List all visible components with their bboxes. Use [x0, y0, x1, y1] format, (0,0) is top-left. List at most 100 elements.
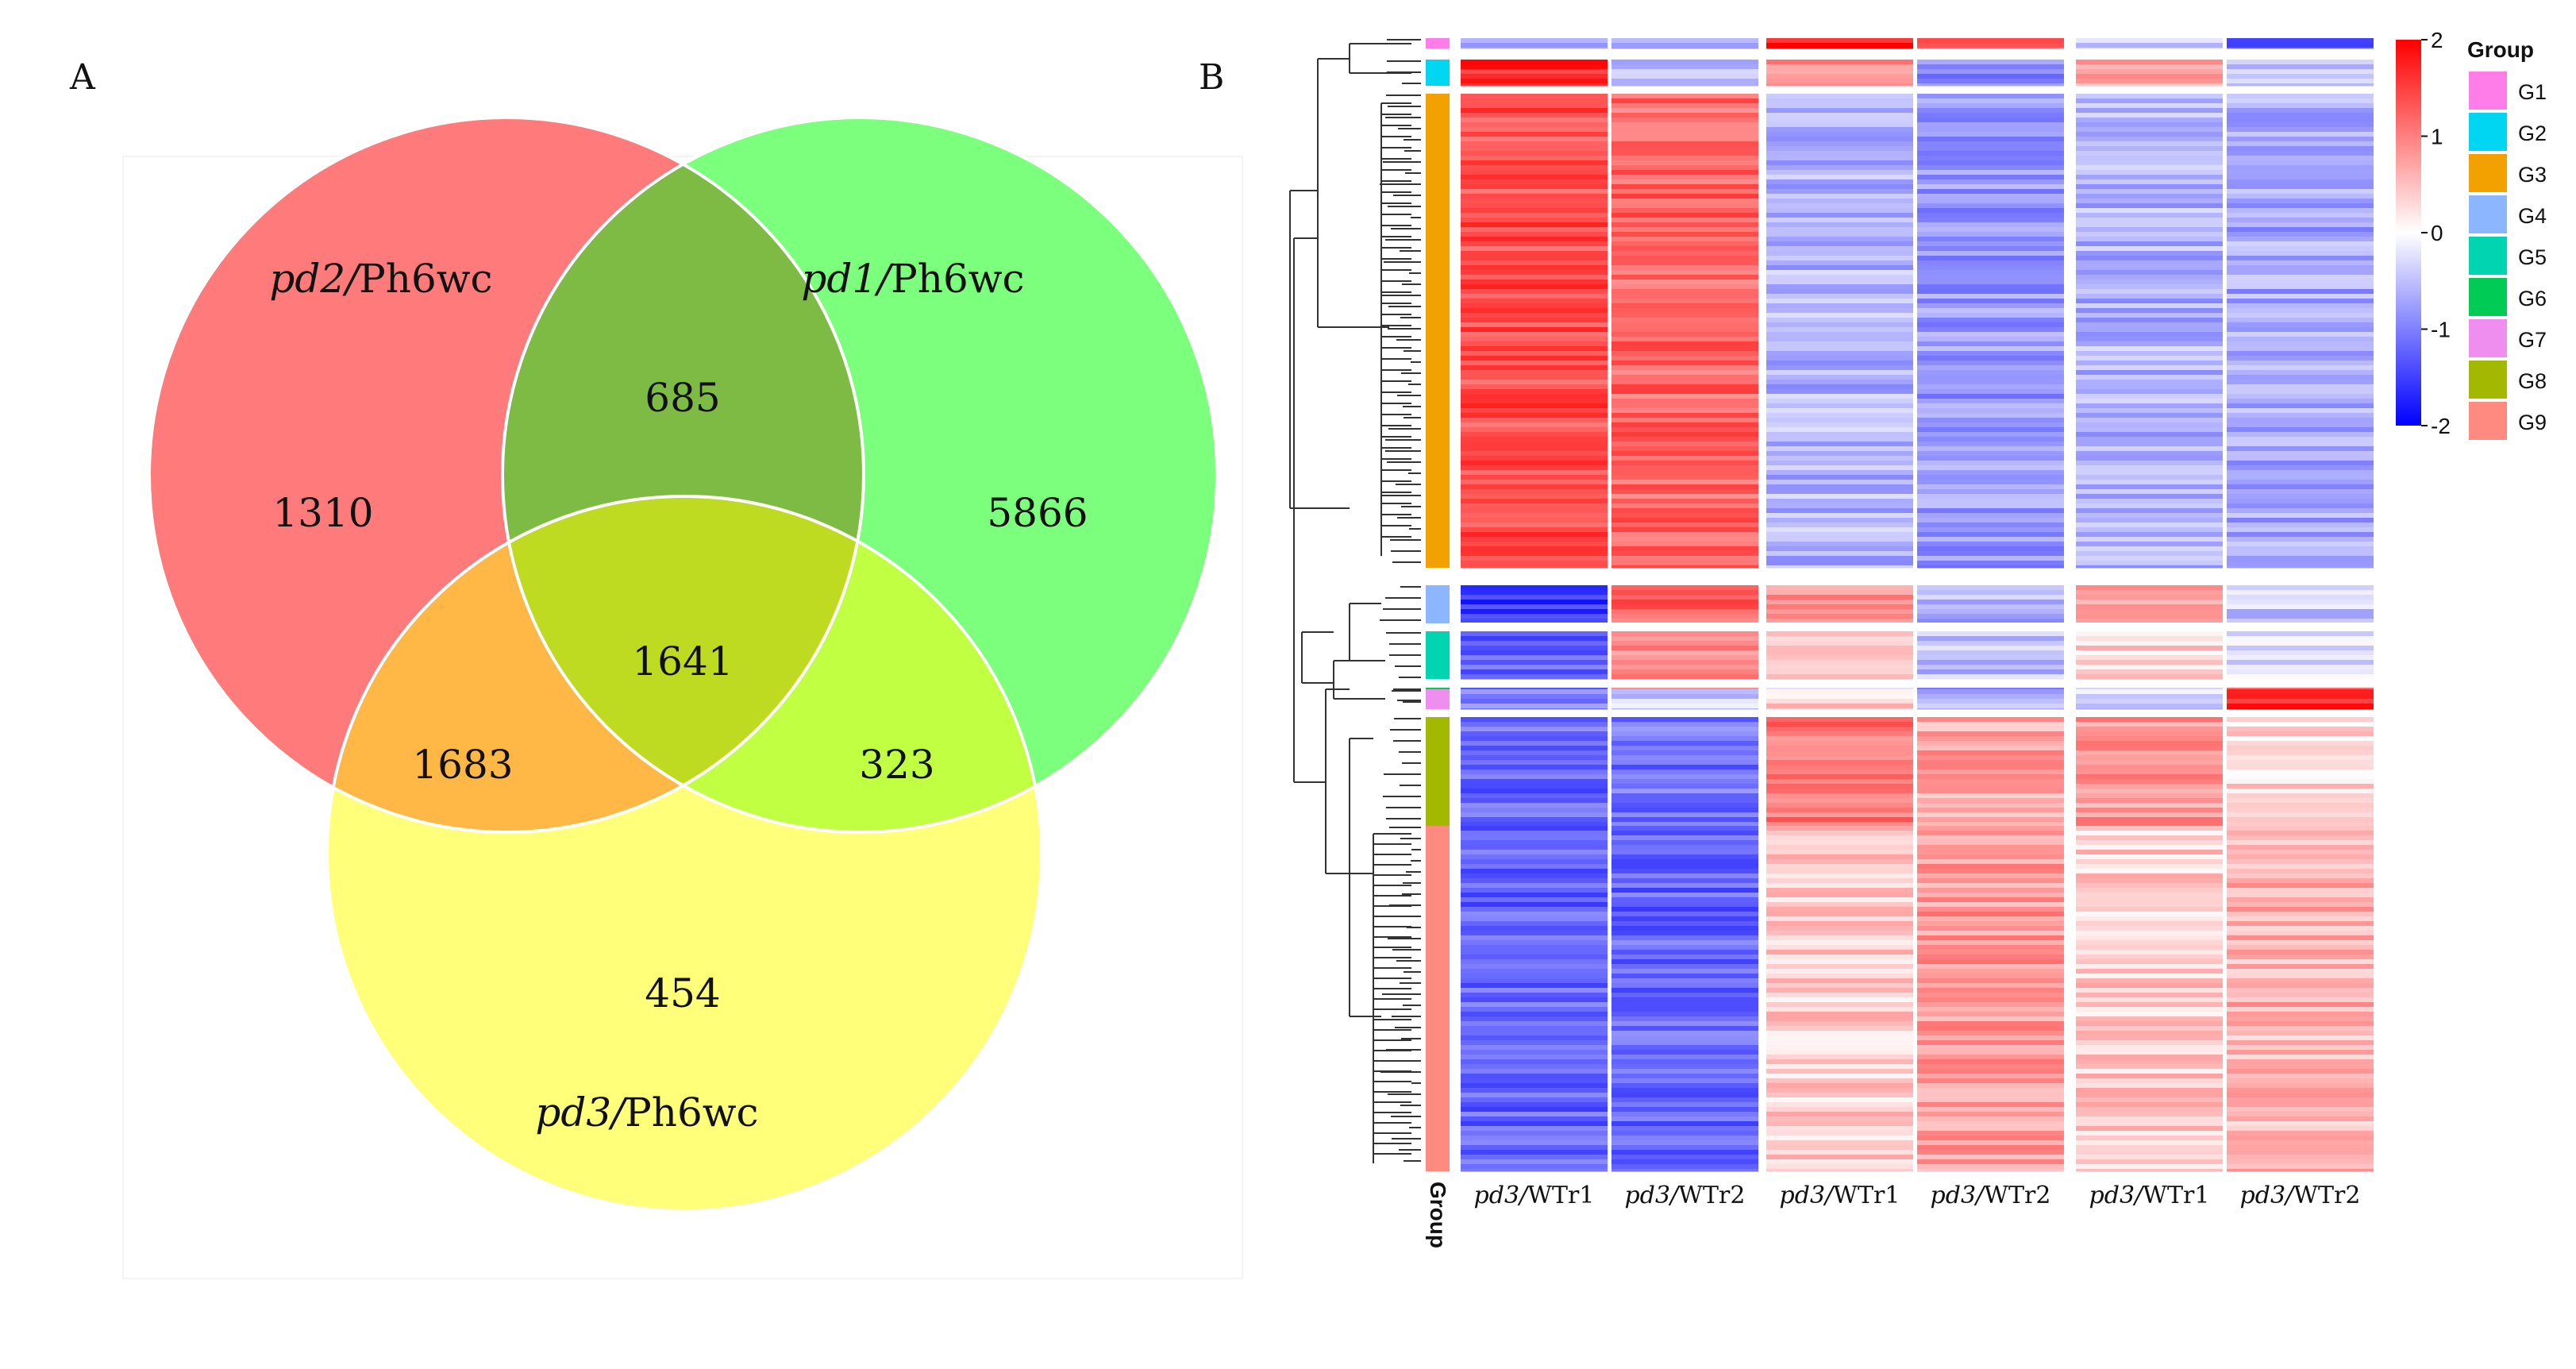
heat-cell	[2227, 765, 2374, 770]
heat-cell	[1917, 945, 2064, 951]
heat-cell	[2227, 427, 2374, 433]
heat-cell	[1611, 784, 1758, 789]
heat-cell	[1766, 327, 1913, 333]
heat-cell	[1461, 854, 1608, 860]
heat-cell	[1461, 1102, 1608, 1108]
heat-cell	[1766, 1031, 1913, 1036]
heat-cell	[1461, 926, 1608, 931]
heat-cell	[2076, 484, 2223, 490]
heat-cell	[1917, 1002, 2064, 1008]
heat-cell	[2227, 256, 2374, 261]
heat-cell	[2227, 561, 2374, 566]
heat-cell	[1917, 222, 2064, 228]
heat-cell	[1766, 208, 1913, 214]
heat-cell	[2076, 432, 2223, 438]
heat-cell	[2227, 997, 2374, 1003]
heat-cell	[1917, 760, 2064, 765]
heat-cell	[1917, 978, 2064, 984]
heat-cell	[1461, 750, 1608, 756]
venn-label-pd1-italic: pd1/	[801, 256, 894, 302]
venn-label-pd2-italic: pd2/	[269, 256, 362, 302]
heat-cell	[2076, 1145, 2223, 1151]
heat-cell	[1766, 669, 1913, 675]
heat-cell	[1611, 1007, 1758, 1012]
heat-cell	[1917, 137, 2064, 142]
heat-cell	[1461, 275, 1608, 280]
heat-cell	[1766, 619, 1913, 624]
heat-cell	[1461, 978, 1608, 984]
heat-cell	[1917, 98, 2064, 104]
heat-cell	[1461, 993, 1608, 998]
heat-cell	[1461, 361, 1608, 366]
heat-cell	[2227, 1121, 2374, 1127]
heat-cell	[1766, 361, 1913, 366]
heat-cell	[1461, 194, 1608, 199]
heat-cell	[2076, 1074, 2223, 1079]
heat-cell	[1917, 689, 2064, 695]
heat-cell	[2227, 873, 2374, 879]
heat-cell	[1611, 1026, 1758, 1032]
legend-label-G7: G7	[2518, 328, 2547, 352]
heat-cell	[1461, 222, 1608, 228]
heat-cell	[1766, 907, 1913, 912]
heat-cell	[1461, 175, 1608, 180]
column-label-rest: WTr1	[1527, 1182, 1594, 1209]
heat-cell	[2227, 213, 2374, 218]
heat-cell	[1917, 826, 2064, 831]
heat-cell	[1611, 1021, 1758, 1027]
heat-cell	[1461, 798, 1608, 804]
heat-cell	[1917, 218, 2064, 223]
heat-cell	[2076, 636, 2223, 642]
heat-cell	[1917, 1026, 2064, 1032]
heat-cell	[1461, 527, 1608, 533]
heat-cell	[1766, 760, 1913, 765]
heat-cell	[2227, 959, 2374, 965]
heat-cell	[1611, 1040, 1758, 1046]
heat-cell	[1766, 978, 1913, 984]
heat-cell	[1766, 437, 1913, 442]
heat-cell	[1611, 812, 1758, 818]
heat-cell	[1461, 1116, 1608, 1122]
heat-cell	[1611, 513, 1758, 519]
heat-cell	[1917, 641, 2064, 646]
heat-cell	[1461, 251, 1608, 256]
heat-cell	[1461, 98, 1608, 104]
heat-cell	[1611, 241, 1758, 247]
heat-cell	[1611, 394, 1758, 399]
heat-cell	[1611, 508, 1758, 514]
heat-cell	[1611, 327, 1758, 333]
heat-cell	[2227, 864, 2374, 870]
legend-swatch-G5	[2469, 237, 2507, 275]
heat-cell	[2076, 694, 2223, 700]
heat-cell	[1461, 916, 1608, 922]
heat-cell	[1766, 945, 1913, 951]
heat-cell	[2227, 916, 2374, 922]
heat-cell	[1917, 380, 2064, 385]
heat-cell	[2076, 132, 2223, 137]
heat-cell	[2076, 945, 2223, 951]
heatmap-row-gap	[1459, 711, 2382, 717]
heat-cell	[2076, 789, 2223, 794]
heat-cell	[1461, 327, 1608, 333]
heat-cell	[1766, 940, 1913, 946]
heat-cell	[1461, 1007, 1608, 1012]
heat-cell	[1461, 793, 1608, 799]
heat-cell	[2076, 408, 2223, 414]
heat-cell	[1917, 636, 2064, 642]
heat-cell	[1461, 503, 1608, 509]
heat-cell	[1611, 585, 1758, 591]
heat-cell	[2227, 418, 2374, 423]
heat-cell	[1461, 964, 1608, 970]
heat-cell	[1461, 199, 1608, 204]
heat-cell	[1917, 365, 2064, 371]
heat-cell	[1917, 974, 2064, 979]
heat-cell	[1611, 222, 1758, 228]
heat-cell	[1611, 822, 1758, 827]
heat-cell	[1611, 122, 1758, 128]
heat-cell	[1917, 189, 2064, 195]
heat-cell	[2076, 375, 2223, 380]
heat-cell	[1461, 79, 1608, 84]
heat-cell	[1766, 513, 1913, 519]
heat-cell	[1611, 1150, 1758, 1155]
heat-cell	[2227, 151, 2374, 156]
